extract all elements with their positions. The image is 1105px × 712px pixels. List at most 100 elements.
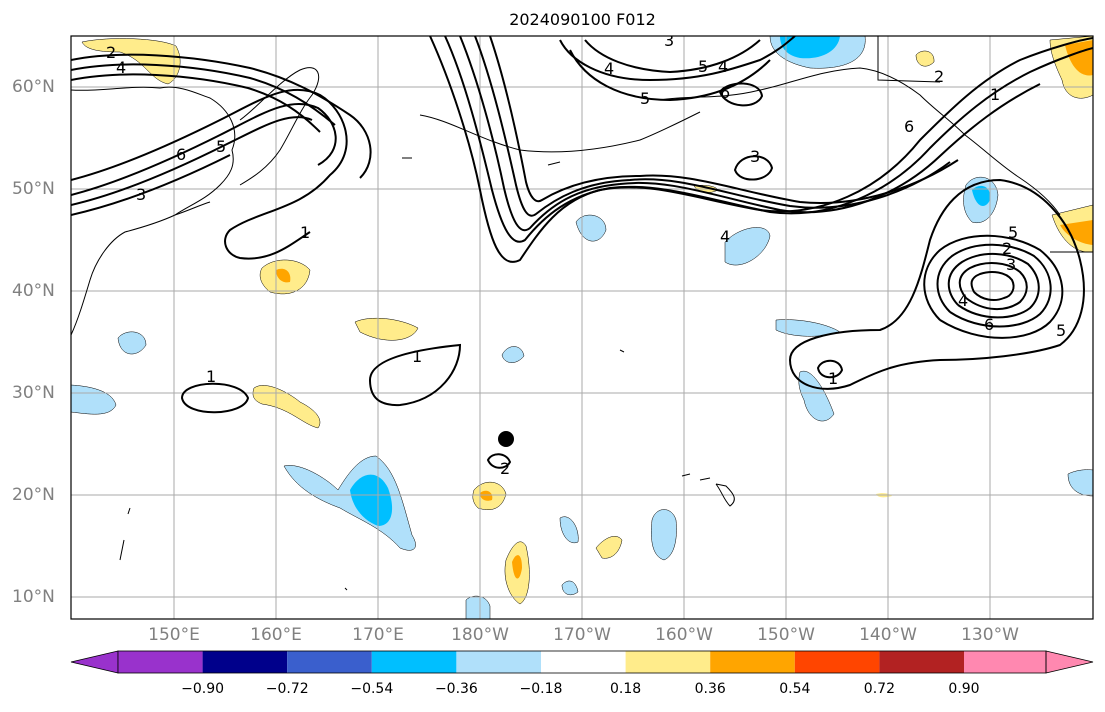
shade-positive [915, 50, 935, 67]
contour-closed-3 [718, 82, 764, 107]
lat-label: 60°N [12, 77, 55, 97]
contour-label: 2 [258, 21, 268, 40]
colorbar-tick-label: −0.18 [519, 681, 563, 697]
colorbar-segment [118, 651, 203, 673]
lat-label: 10°N [12, 587, 55, 607]
coastline-canada-border [877, 36, 941, 83]
contour-trough [474, 36, 951, 217]
contour-label: 2 [934, 67, 944, 86]
coastline-alaska [659, 67, 1061, 216]
contour-label: 6 [176, 145, 186, 164]
shade-negative [283, 455, 416, 551]
contour-label: 6 [720, 83, 730, 102]
contour-label: 4 [604, 59, 614, 78]
colorbar-tick-label: 0.18 [610, 681, 642, 697]
shade-positive-core [1065, 40, 1093, 76]
contour-ridge-1 [559, 36, 796, 82]
contour-closed-1-mid [368, 343, 462, 407]
shade-negative [561, 580, 579, 596]
coastline-kamchatka [239, 67, 320, 186]
contour-label: 5 [216, 137, 226, 156]
contour-label: 2 [106, 43, 116, 62]
contour-label: 3 [750, 147, 760, 166]
contour-label: 4 [718, 57, 728, 76]
lat-label: 30°N [12, 383, 55, 403]
contour-label: 5 [1056, 321, 1066, 340]
lon-label: 150°E [148, 625, 200, 645]
contour-label: 1 [990, 85, 1000, 104]
colorbar-extend-low [70, 650, 119, 674]
contour-label: 4 [720, 227, 730, 246]
contour-east-high [958, 262, 1028, 310]
shade-negative [559, 516, 579, 544]
colorbar-segment [964, 651, 1046, 673]
contour-label: 5 [1008, 223, 1018, 242]
contour-west-jet [71, 88, 348, 260]
shade-negative [575, 214, 607, 242]
contour-trough [444, 36, 1093, 243]
colorbar-extend-high [1045, 650, 1094, 674]
contour-label: 3 [664, 31, 674, 50]
storm-center-marker [498, 431, 514, 447]
contour-label: 1 [258, 21, 268, 40]
contour-west-jet [71, 116, 313, 206]
contour-label: 3 [136, 185, 146, 204]
contour-west-jet [71, 154, 231, 216]
colorbar-segment [879, 651, 964, 673]
contour-east-high [947, 252, 1040, 319]
contour-west-jet [71, 73, 321, 133]
contour-label: 6 [984, 315, 994, 334]
map-title: 2024090100 F012 [509, 10, 656, 29]
shade-positive [252, 385, 321, 429]
colorbar-segment [202, 651, 288, 673]
contour-label: 4 [958, 291, 968, 310]
contour-east-high [936, 243, 1052, 328]
lon-label: 170°W [553, 625, 611, 645]
colorbar-segment [287, 651, 372, 673]
shade-negative-core [972, 185, 991, 206]
colorbar-tick-label: −0.54 [350, 681, 394, 697]
contour-trough [489, 36, 959, 204]
shade-positive-core [1060, 220, 1093, 245]
graticule [71, 36, 1093, 619]
contour-closed-1-small [486, 453, 512, 469]
colorbar-tick-label: 0.72 [863, 681, 895, 697]
contour-ridge-2 [584, 39, 761, 74]
contour-label: 1 [300, 223, 310, 242]
lat-label: 40°N [12, 281, 55, 301]
contour-west-jet [71, 102, 337, 196]
contour-label: 2 [1002, 239, 1012, 258]
colorbar-tick-label: −0.90 [181, 681, 225, 697]
shade-negative [71, 384, 117, 415]
lat-label: 50°N [12, 179, 55, 199]
contour-label: 1 [206, 367, 216, 386]
contour-trough [429, 36, 1093, 263]
contour-closed-1-west [180, 382, 250, 414]
contour-label-group: 2 4 6 5 3 1 1 1 3 4 5 4 5 6 3 4 1 2 6 5 … [106, 21, 1066, 478]
shade-positive [81, 38, 181, 85]
shade-positive-core [480, 490, 493, 501]
coastline-kuril [174, 201, 211, 216]
colorbar-tick-label: 0.90 [948, 681, 980, 697]
contour-label: 6 [904, 117, 914, 136]
lat-label: 20°N [12, 485, 55, 505]
plot-frame [70, 35, 1094, 620]
shade-positive-core [276, 268, 291, 283]
contour-ridge-3 [569, 49, 771, 102]
shaded-field [71, 36, 1093, 619]
shade-negative [117, 331, 147, 355]
colorbar-segment [541, 651, 626, 673]
contour-label: 5 [640, 89, 650, 108]
lon-label: 170°E [352, 625, 404, 645]
contour-label: 5 [698, 57, 708, 76]
contour-label: 1 [412, 347, 422, 366]
colorbar-segment [456, 651, 541, 673]
coastline-hawaii [681, 473, 735, 507]
contour-closed-2 [816, 359, 844, 379]
contour-label: 1 [828, 369, 838, 388]
shade-positive [354, 317, 419, 341]
shade-negative-core [350, 474, 393, 526]
colorbar-segment [625, 651, 711, 673]
shade-negative [724, 227, 771, 266]
